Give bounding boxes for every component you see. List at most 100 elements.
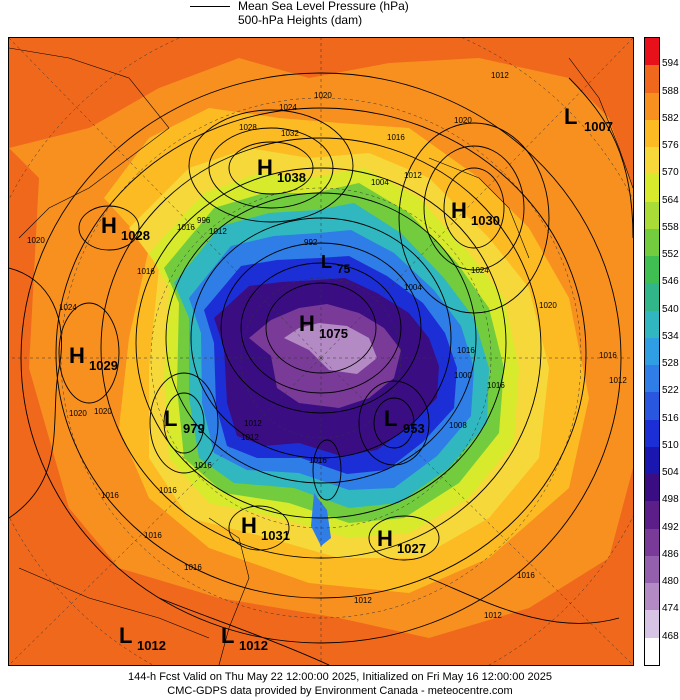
- contour-label: 1004: [404, 283, 422, 292]
- contour-label: 1032: [281, 129, 299, 138]
- shade-trough: [311, 493, 331, 546]
- contour-label: 1012: [609, 376, 627, 385]
- colorbar-swatch: [645, 337, 659, 366]
- h1038-letter: H: [257, 155, 273, 180]
- colorbar-swatch: [645, 228, 659, 257]
- l953-letter: L: [384, 406, 397, 431]
- l1012-a-letter: L: [119, 623, 132, 648]
- colorbar-swatch: [645, 119, 659, 148]
- l979-value: 979: [183, 421, 205, 436]
- colorbar-swatch: [645, 555, 659, 584]
- colorbar-tick-label: 522: [662, 385, 679, 397]
- grid-meridian-1: [9, 38, 322, 359]
- contour-label: 1012: [404, 171, 422, 180]
- colorbar-swatch: [645, 201, 659, 230]
- contour-labels: 1012 1020 1024 1028 1032 1016 1004 1012 …: [27, 71, 627, 620]
- contour-label: 1016: [387, 133, 405, 142]
- colorbar-swatch: [645, 419, 659, 448]
- contour-label: 1020: [69, 409, 87, 418]
- isobar-h1038-c: [188, 109, 354, 223]
- l1007-letter: L: [564, 104, 577, 129]
- map-legend: Mean Sea Level Pressure (hPa) 500-hPa He…: [190, 0, 510, 30]
- colorbar-swatch: [645, 474, 659, 502]
- isobar-l953-b: [358, 380, 430, 466]
- colorbar-tick-label: 582: [662, 112, 679, 124]
- isobar-polar-2: [165, 192, 477, 484]
- contour-label: 1020: [314, 91, 332, 100]
- l979-letter: L: [164, 406, 177, 431]
- colorbar-tick-label: 474: [662, 603, 679, 615]
- colorbar-tick-label: 558: [662, 221, 679, 233]
- colorbar-swatch: [645, 637, 659, 666]
- height-colorbar: [644, 37, 660, 666]
- pressure-centers: H 1038 H 1030 H 1028 H 1029 H 1075 L 100…: [69, 104, 613, 653]
- contour-label: 1020: [94, 407, 112, 416]
- h1027-letter: H: [377, 526, 393, 551]
- isobar-h1029: [58, 302, 120, 404]
- isobars: [9, 72, 633, 665]
- colorbar-swatch: [645, 365, 659, 393]
- height-field-shading: [9, 38, 633, 665]
- contour-label: 1020: [27, 236, 45, 245]
- contour-label: 1016: [101, 491, 119, 500]
- l75-value: 75: [337, 262, 351, 276]
- isobar-northeast: [568, 77, 633, 239]
- colorbar-swatch: [645, 65, 659, 93]
- contour-label: 1028: [239, 123, 257, 132]
- colorbar-swatch: [645, 174, 659, 203]
- colorbar-swatch: [645, 610, 659, 639]
- contour-label: 1016: [159, 486, 177, 495]
- colorbar-tick-label: 546: [662, 276, 679, 288]
- colorbar-swatch: [645, 392, 659, 421]
- h1029-value: 1029: [89, 358, 118, 373]
- isobar-l979-b: [149, 372, 219, 474]
- weather-map: H 1038 H 1030 H 1028 H 1029 H 1075 L 100…: [8, 37, 634, 666]
- isobar-h1030-b: [423, 145, 525, 271]
- colorbar-swatch: [645, 92, 659, 121]
- h1031-letter: H: [241, 513, 257, 538]
- contour-label: 1000: [454, 371, 472, 380]
- coast-southwest: [18, 567, 210, 639]
- colorbar-tick-label: 570: [662, 167, 679, 179]
- contour-label: 1020: [454, 116, 472, 125]
- colorbar-tick-label: 486: [662, 548, 679, 560]
- forecast-valid-text: 144-h Fcst Valid on Thu May 22 12:00:00 …: [128, 671, 552, 683]
- isobar-h1075-c: [220, 242, 422, 414]
- isobar-polar-3: [135, 167, 507, 519]
- contour-label: 992: [304, 238, 318, 247]
- contour-label: 1012: [484, 611, 502, 620]
- contour-label: 1012: [209, 227, 227, 236]
- colorbar-tick-label: 594: [662, 58, 679, 70]
- contour-label: 1020: [539, 301, 557, 310]
- colorbar-tick-label: 540: [662, 303, 679, 315]
- data-credit-text: CMC-GDPS data provided by Environment Ca…: [167, 685, 513, 697]
- contour-label: 1016: [144, 531, 162, 540]
- coast-northeast: [428, 157, 530, 259]
- colorbar-tick-label: 498: [662, 494, 679, 506]
- weather-map-svg: H 1038 H 1030 H 1028 H 1029 H 1075 L 100…: [9, 38, 633, 665]
- colorbar-tick-label: 588: [662, 85, 679, 97]
- isobar-west: [9, 267, 62, 519]
- contour-label: 1024: [59, 303, 77, 312]
- h1075-letter: H: [299, 311, 315, 336]
- colorbar-swatch: [645, 446, 659, 475]
- colorbar-tick-label: 564: [662, 194, 679, 206]
- h1038-value: 1038: [277, 170, 306, 185]
- l1007-value: 1007: [584, 119, 613, 134]
- l953-value: 953: [403, 421, 425, 436]
- isobar-h1027: [368, 515, 440, 561]
- colorbar-swatch: [645, 38, 659, 66]
- legend-heights-label: 500-hPa Heights (dam): [238, 13, 363, 27]
- isobar-h1031: [228, 505, 290, 551]
- contour-label: 1012: [491, 71, 509, 80]
- isobar-l953-a: [373, 397, 415, 449]
- contour-label: 1016: [517, 571, 535, 580]
- isobar-polar-1: [190, 217, 452, 459]
- contour-label: 1016: [194, 461, 212, 470]
- isobar-polar-4: [100, 137, 542, 559]
- colorbar-tick-label: 510: [662, 439, 679, 451]
- h1029-letter: H: [69, 343, 85, 368]
- colorbar-swatch: [645, 583, 659, 611]
- coast-east: [568, 57, 633, 189]
- isobar-l979-a: [163, 392, 205, 454]
